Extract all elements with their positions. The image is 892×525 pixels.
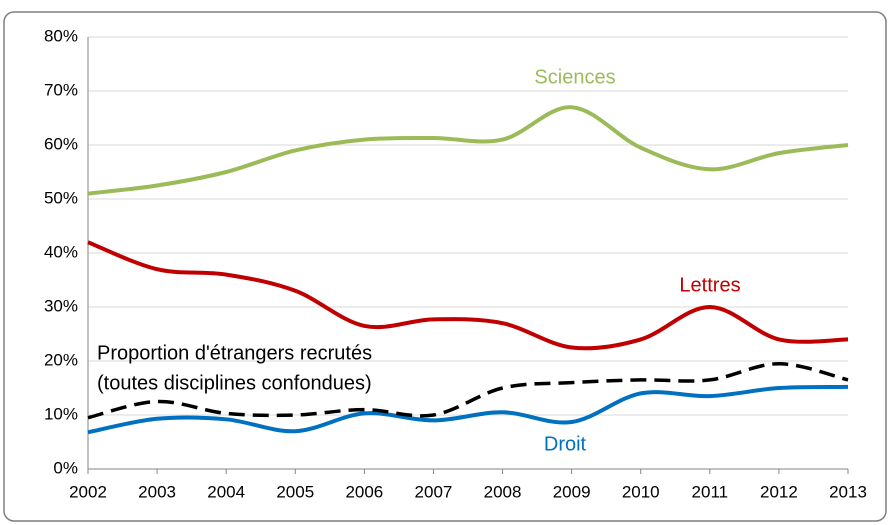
series-label: Proportion d'étrangers recrutés (97, 342, 372, 364)
y-tick-label: 50% (44, 188, 78, 207)
x-tick-label: 2011 (692, 482, 729, 501)
series-line (87, 361, 849, 420)
x-tick-label: 2012 (760, 482, 798, 501)
series-line (87, 240, 849, 351)
x-tick-label: 2002 (69, 482, 107, 501)
y-tick-label: 60% (44, 134, 78, 153)
x-tick-label: 2005 (276, 482, 314, 501)
x-tick-label: 2003 (138, 482, 176, 501)
series-label: Lettres (679, 274, 740, 296)
series-label: (toutes disciplines confondues) (97, 372, 372, 394)
series-label: Droit (544, 433, 587, 455)
series-line (87, 105, 849, 196)
x-tick-label: 2004 (207, 482, 245, 501)
x-tick-label: 2010 (622, 482, 660, 501)
y-tick-label: 40% (44, 242, 78, 261)
x-tick-label: 2006 (345, 482, 383, 501)
series-line (87, 384, 849, 435)
x-tick-label: 2007 (415, 482, 453, 501)
y-tick-label: 30% (44, 296, 78, 315)
x-tick-label: 2013 (829, 482, 867, 501)
chart-frame (3, 11, 887, 522)
y-tick-label: 80% (44, 26, 78, 45)
y-tick-label: 70% (44, 80, 78, 99)
y-tick-label: 20% (44, 350, 78, 369)
series-label: Sciences (534, 66, 615, 88)
x-tick-label: 2009 (553, 482, 591, 501)
x-tick-label: 2008 (484, 482, 522, 501)
y-tick-label: 10% (44, 404, 78, 423)
y-tick-label: 0% (53, 458, 78, 477)
